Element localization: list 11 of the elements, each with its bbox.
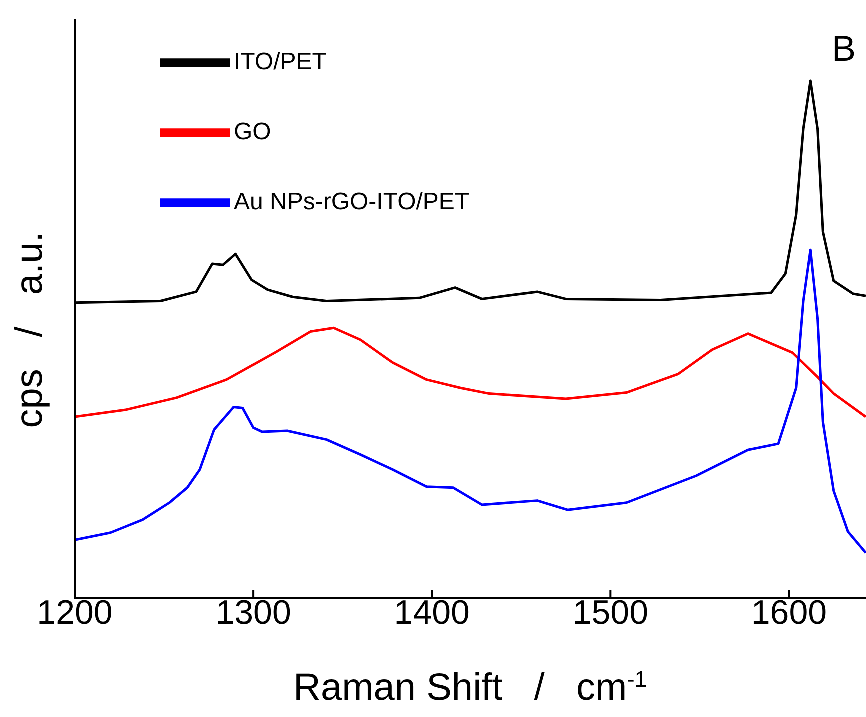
legend-label: GO: [234, 118, 272, 146]
x-tick-label: 1200: [37, 594, 113, 632]
x-tick-label: 1400: [394, 594, 470, 632]
x-tick-label: 1500: [572, 594, 648, 632]
legend-label: ITO/PET: [234, 48, 327, 76]
legend-label: Au NPs-rGO-ITO/PET: [234, 188, 470, 216]
x-axis-title: Raman Shift / cm$^{-1}$: [294, 666, 648, 709]
x-tick-label: 1600: [751, 594, 828, 632]
x-tick-label: 1300: [216, 594, 292, 632]
y-axis-title: cps / a.u.: [9, 232, 51, 428]
text: B: [832, 28, 856, 70]
